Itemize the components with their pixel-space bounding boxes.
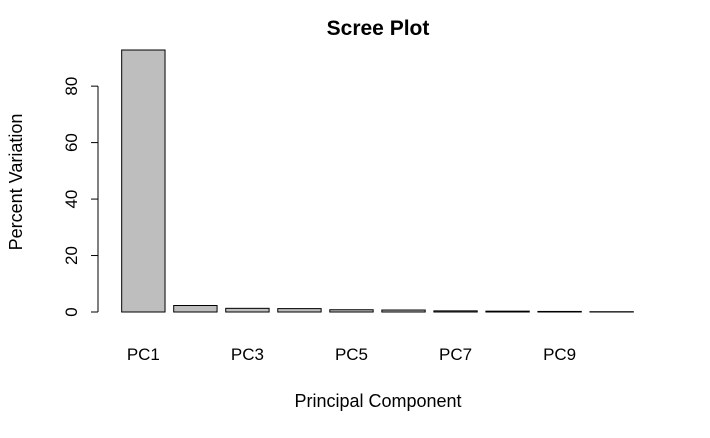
y-tick-label: 40 xyxy=(62,190,81,209)
y-tick-label: 20 xyxy=(62,246,81,265)
bar-pc4 xyxy=(277,308,322,313)
x-tick-label-pc1: PC1 xyxy=(127,345,160,364)
x-tick-label-pc3: PC3 xyxy=(231,345,264,364)
y-axis: 0 20 40 60 80 xyxy=(62,77,99,317)
bar-pc3 xyxy=(225,307,270,313)
y-tick-label: 60 xyxy=(62,133,81,152)
bar-pc9 xyxy=(537,310,582,313)
x-tick-label-pc9: PC9 xyxy=(543,345,576,364)
y-tick-label: 0 xyxy=(62,307,81,316)
y-axis-label: Percent Variation xyxy=(6,114,26,251)
bar-pc5 xyxy=(329,309,374,313)
bar-pc6 xyxy=(381,309,426,313)
bar-pc8 xyxy=(485,310,530,313)
y-tick-label: 80 xyxy=(62,77,81,96)
x-axis-label: Principal Component xyxy=(294,391,461,411)
bars-group xyxy=(121,49,634,313)
x-tick-label-pc7: PC7 xyxy=(439,345,472,364)
x-tick-label-pc5: PC5 xyxy=(335,345,368,364)
chart-title: Scree Plot xyxy=(327,17,430,40)
x-tick-labels: PC1 PC3 PC5 PC7 PC9 xyxy=(127,345,576,364)
bar-pc1 xyxy=(121,49,166,313)
bar-pc2 xyxy=(173,305,218,313)
bar-pc7 xyxy=(433,310,478,313)
